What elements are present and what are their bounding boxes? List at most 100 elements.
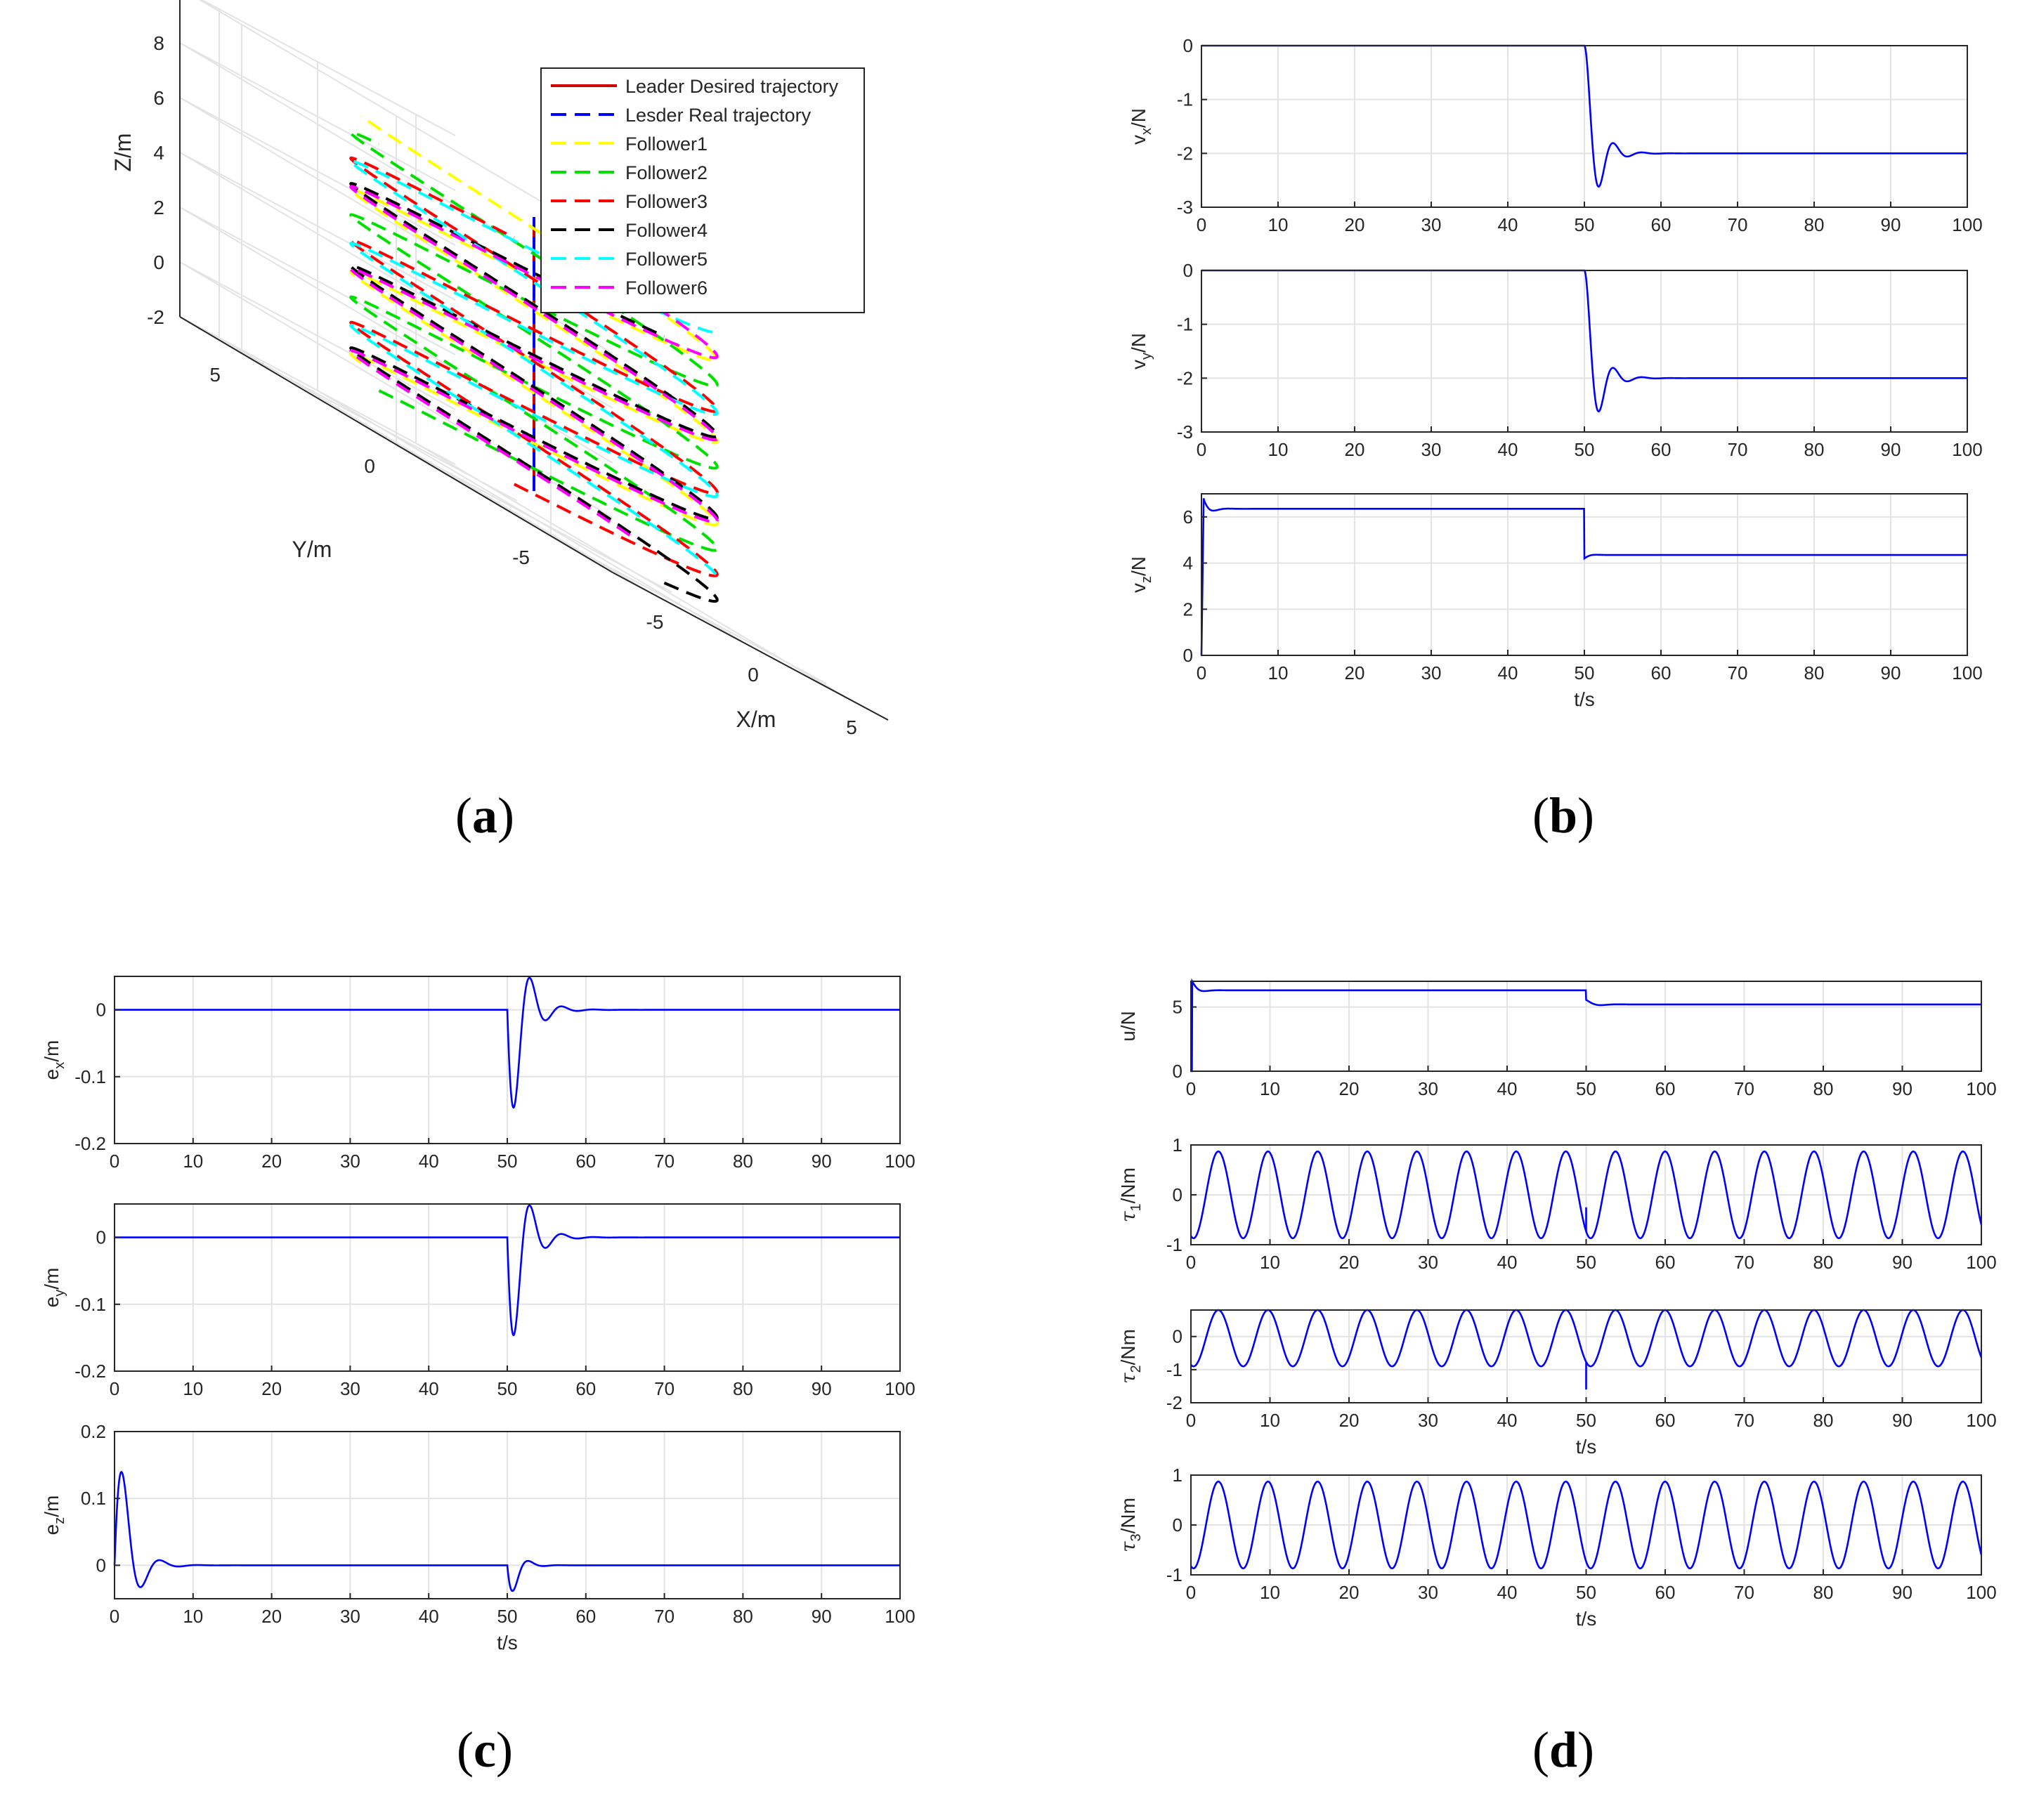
chart-b-sub1-xtick-label: 50 [1575, 214, 1595, 235]
chart-d-sub1-ylabel: u/N [1117, 1011, 1139, 1042]
chart-b-sub1-xtick-label: 90 [1881, 214, 1901, 235]
chart-a-ztick-label: 6 [153, 87, 164, 109]
chart-c-sub1-ytick-label: -0.1 [74, 1066, 106, 1087]
chart-b-sub3-xlabel: t/s [1574, 688, 1595, 710]
chart-a-series-follower1 [349, 114, 719, 527]
chart-b-sub1-xtick-label: 40 [1498, 214, 1518, 235]
chart-c-sub3-ytick-label: 0.1 [81, 1488, 106, 1509]
chart-c-sub1-ylabel: ex/m [41, 1040, 67, 1080]
chart-d-sub1-xtick-label: 50 [1576, 1078, 1596, 1099]
chart-b-sub1-xtick-label: 30 [1421, 214, 1442, 235]
chart-d-sub3-ytick-label: -2 [1166, 1392, 1182, 1413]
chart-a-legend-label: Follower1 [625, 133, 708, 155]
chart-a-floor-grid [241, 353, 518, 502]
chart-c-sub2-xtick-label: 80 [733, 1378, 753, 1399]
chart-d-sub4-ytick-label: 1 [1173, 1465, 1182, 1486]
chart-c-sub3-xtick-label: 60 [575, 1606, 596, 1627]
chart-a-series-follower5 [349, 159, 719, 576]
chart-b-sub2-xtick-label: 0 [1197, 439, 1206, 460]
chart-a-legend-label: Lesder Real trajectory [625, 105, 812, 126]
chart-d-sub4-xtick-label: 90 [1892, 1582, 1913, 1603]
chart-d-sub3-ylabel: τ2/Nm [1116, 1329, 1144, 1384]
chart-c-sub1-xtick-label: 80 [733, 1151, 753, 1172]
chart-d-sub3-ytick-label: -1 [1166, 1359, 1182, 1380]
chart-b-sub1-xtick-label: 70 [1728, 214, 1748, 235]
chart-c-sub3-ytick-label: 0 [96, 1554, 106, 1576]
chart-b-sub3-xtick-label: 90 [1881, 662, 1901, 683]
chart-c-sub1-xtick-label: 10 [183, 1151, 203, 1172]
chart-c-sub1-xtick-label: 70 [654, 1151, 675, 1172]
chart-b-sub2-xtick-label: 100 [1952, 439, 1982, 460]
chart-b-sub2-xtick-label: 80 [1804, 439, 1825, 460]
panel-label-c: (c) [457, 1722, 513, 1778]
chart-d-sub1-ytick-label: 5 [1173, 997, 1182, 1018]
chart-b-sub3-xtick-label: 20 [1345, 662, 1365, 683]
chart-c-sub2-xtick-label: 100 [885, 1378, 915, 1399]
chart-a-ztick-label: -2 [147, 306, 164, 328]
chart-d-sub2-xtick-label: 50 [1576, 1252, 1596, 1273]
chart-a-legend-label: Follower2 [625, 162, 708, 183]
chart-a-xtick-label: -5 [646, 611, 664, 633]
chart-d-sub4-xtick-label: 20 [1339, 1582, 1360, 1603]
chart-d-sub1-xtick-label: 20 [1339, 1078, 1360, 1099]
chart-b-sub2-ytick-label: -3 [1177, 421, 1193, 443]
chart-d-sub1-ytick-label: 0 [1173, 1061, 1182, 1082]
chart-d-sub1-series-line [1191, 978, 1981, 1073]
chart-b-sub2-xtick-label: 30 [1421, 439, 1442, 460]
chart-b-sub1-xtick-label: 10 [1268, 214, 1289, 235]
chart-d-sub2-ylabel: τ1/Nm [1116, 1167, 1144, 1222]
chart-d-sub3-xtick-label: 30 [1418, 1410, 1438, 1431]
chart-b-sub1-xtick-label: 80 [1804, 214, 1825, 235]
chart-d-sub1-xtick-label: 40 [1497, 1078, 1518, 1099]
chart-d-sub4-xtick-label: 100 [1966, 1582, 1996, 1603]
chart-b-sub1-xtick-label: 60 [1651, 214, 1672, 235]
chart-c-sub1-xtick-label: 20 [261, 1151, 282, 1172]
chart-c-sub3-ytick-label: 0.2 [81, 1421, 106, 1442]
chart-a-ztick-label: 4 [153, 142, 164, 164]
chart-c-sub2-xtick-label: 40 [419, 1378, 439, 1399]
chart-d-sub1-xtick-label: 30 [1418, 1078, 1438, 1099]
chart-b-sub2-ytick-label: 0 [1183, 260, 1193, 281]
chart-c-sub2-ytick-label: 0 [96, 1227, 106, 1248]
chart-a-series-follower2 [349, 131, 719, 552]
chart-d-sub4-ylabel: τ3/Nm [1116, 1498, 1144, 1552]
chart-d-sub4-xtick-label: 0 [1186, 1582, 1196, 1603]
chart-a-series-follower4 [349, 182, 719, 603]
chart-d-sub3-xtick-label: 10 [1260, 1410, 1280, 1431]
chart-a-legend-label: Follower5 [625, 249, 708, 270]
chart-b-sub3-xtick-label: 100 [1952, 662, 1982, 683]
chart-b-sub3-xtick-label: 80 [1804, 662, 1825, 683]
chart-b-sub3-xtick-label: 10 [1268, 662, 1289, 683]
chart-b-sub3-ytick-label: 4 [1183, 553, 1193, 574]
chart-d-sub2-xtick-label: 80 [1813, 1252, 1834, 1273]
chart-c-sub2-xtick-label: 90 [812, 1378, 832, 1399]
chart-c-sub2-xtick-label: 0 [110, 1378, 119, 1399]
chart-a-ztick-label: 0 [153, 251, 164, 273]
chart-a-ztick-label: 8 [153, 32, 164, 54]
chart-c-sub2-series-line [115, 1204, 900, 1337]
chart-c-sub3-xtick-label: 20 [261, 1606, 282, 1627]
chart-d-sub1-xtick-label: 0 [1186, 1078, 1196, 1099]
chart-c-sub3-xtick-label: 30 [340, 1606, 360, 1627]
chart-d-sub4-xtick-label: 30 [1418, 1582, 1438, 1603]
chart-c-sub3-xtick-label: 80 [733, 1606, 753, 1627]
chart-b-sub3-xtick-label: 40 [1498, 662, 1518, 683]
chart-c-sub2-xtick-label: 20 [261, 1378, 282, 1399]
chart-b-sub2-xtick-label: 10 [1268, 439, 1289, 460]
chart-b-sub2-xtick-label: 40 [1498, 439, 1518, 460]
chart-c-sub3-xtick-label: 10 [183, 1606, 203, 1627]
chart-d-sub2-ytick-label: 1 [1173, 1134, 1182, 1155]
chart-c-sub3-xtick-label: 0 [110, 1606, 119, 1627]
chart-d-sub4-ytick-label: -1 [1166, 1564, 1182, 1585]
chart-a-ytick-label: 5 [209, 364, 221, 386]
chart-d-sub3-xtick-label: 40 [1497, 1410, 1518, 1431]
chart-b-sub1-ytick-label: -3 [1177, 197, 1193, 218]
chart-a-xlabel: X/m [736, 707, 776, 732]
chart-b-sub2-xtick-label: 50 [1575, 439, 1595, 460]
chart-c-sub3-series-line [113, 1471, 900, 1592]
chart-d-sub3-xtick-label: 80 [1813, 1410, 1834, 1431]
chart-d-sub4-xtick-label: 40 [1497, 1582, 1518, 1603]
